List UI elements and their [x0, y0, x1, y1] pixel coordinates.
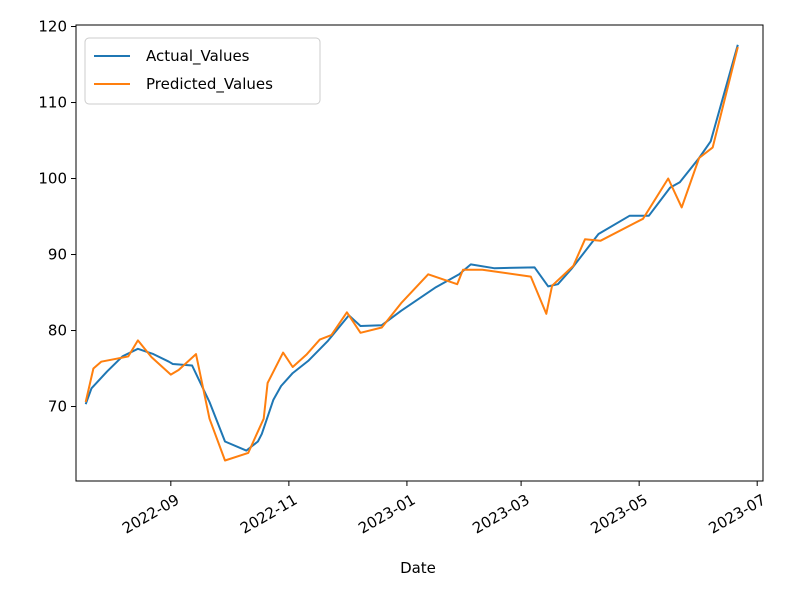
x-axis: 2022-09 2022-11 2023-01 2023-03 2023-05 2023-… — [119, 481, 769, 538]
y-tick-label: 90 — [48, 246, 67, 264]
x-tick-label: 2023-03 — [469, 491, 532, 538]
legend-label: Actual_Values — [146, 47, 250, 66]
series-line-1 — [84, 46, 739, 462]
x-axis-label: Date — [400, 559, 436, 577]
y-tick-label: 80 — [48, 322, 67, 340]
y-tick-label: 120 — [38, 18, 67, 36]
x-tick-label: 2023-05 — [587, 491, 650, 538]
plot-lines — [84, 44, 739, 462]
y-tick-label: 70 — [48, 398, 67, 416]
series-line-0 — [84, 44, 739, 452]
legend-label: Predicted_Values — [146, 75, 273, 94]
y-axis: 70 80 90 100 110 120 — [38, 18, 76, 416]
y-tick-label: 110 — [38, 94, 67, 112]
x-tick-label: 2022-11 — [237, 491, 300, 538]
x-tick-label: 2022-09 — [119, 491, 182, 538]
legend-box — [84, 37, 321, 105]
legend: Actual_Values Predicted_Values — [84, 37, 321, 105]
plot-frame — [75, 24, 764, 482]
y-tick-label: 100 — [38, 170, 67, 188]
x-tick-label: 2023-07 — [706, 491, 769, 538]
x-tick-label: 2023-01 — [355, 491, 418, 538]
